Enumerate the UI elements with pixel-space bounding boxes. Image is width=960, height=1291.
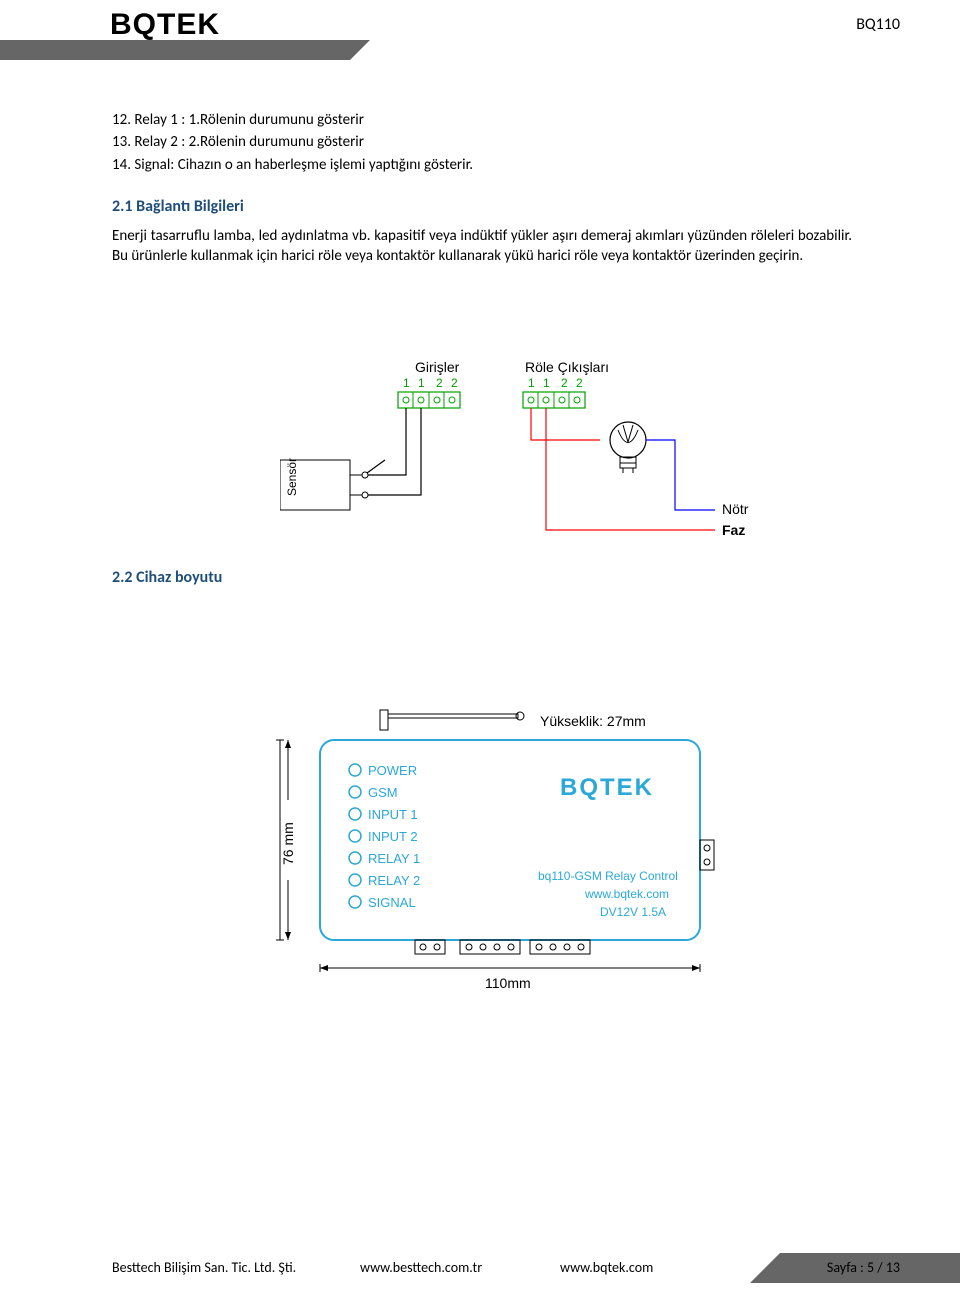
notr-label: Nötr: [722, 501, 749, 517]
svg-text:SIGNAL: SIGNAL: [368, 895, 416, 910]
wiring-diagram: Girişler 1 1 2 2 Röle Çıkışları 1 1 2 2 …: [280, 360, 780, 580]
heading-2-1: 2.1 Bağlantı Bilgileri: [112, 197, 852, 216]
list-item-14: 14. Signal: Cihazın o an haberleşme işle…: [112, 155, 852, 175]
list-item-12: 12. Relay 1 : 1.Rölenin durumunu gösteri…: [112, 110, 852, 130]
device-subtitle: bq110-GSM Relay Control: [538, 869, 678, 883]
antenna-height-label: Yükseklik: 27mm: [540, 713, 646, 729]
role-label: Röle Çıkışları: [525, 360, 609, 375]
pin-r1: 1: [528, 376, 535, 390]
led-list: POWER GSM INPUT 1 INPUT 2 RELAY 1 RELAY …: [349, 763, 420, 910]
list-item-13: 13. Relay 2 : 2.Rölenin durumunu gösteri…: [112, 132, 852, 152]
footer-url-1: www.besttech.com.tr: [360, 1259, 482, 1276]
pin-g2: 1: [418, 376, 425, 390]
pin-g4: 2: [451, 376, 458, 390]
sensor-label: Sensör: [285, 458, 299, 496]
header-stripe: [0, 40, 350, 60]
svg-text:INPUT 2: INPUT 2: [368, 829, 418, 844]
pin-r2: 1: [543, 376, 550, 390]
device-dv: DV12V 1.5A: [600, 905, 666, 919]
footer-page: Sayfa : 5 / 13: [827, 1259, 900, 1276]
footer-company: Besttech Bilişim San. Tic. Ltd. Şti.: [112, 1259, 296, 1276]
device-url: www.bqtek.com: [584, 887, 669, 901]
pin-g1: 1: [403, 376, 410, 390]
girisler-label: Girişler: [415, 360, 460, 375]
footer-triangle: [750, 1253, 780, 1283]
model-number: BQ110: [856, 15, 900, 34]
header: BQTEK BQ110: [0, 0, 960, 58]
paragraph-2-1: Enerji tasarruflu lamba, led aydınlatma …: [112, 226, 852, 267]
logo: BQTEK: [110, 8, 220, 42]
svg-text:RELAY 1: RELAY 1: [368, 851, 420, 866]
pin-g3: 2: [436, 376, 443, 390]
footer: Besttech Bilişim San. Tic. Ltd. Şti. www…: [0, 1253, 960, 1283]
svg-text:INPUT 1: INPUT 1: [368, 807, 418, 822]
svg-text:RELAY 2: RELAY 2: [368, 873, 420, 888]
device-dimension-diagram: Yükseklik: 27mm 76 mm POWER GSM INPUT 1 …: [260, 700, 780, 1000]
footer-url-2: www.bqtek.com: [560, 1259, 653, 1276]
width-label: 110mm: [485, 975, 531, 991]
device-logo: BQTEK: [560, 774, 654, 801]
height-label: 76 mm: [280, 822, 296, 865]
svg-text:GSM: GSM: [368, 785, 398, 800]
header-triangle: [350, 40, 370, 60]
pin-r4: 2: [576, 376, 583, 390]
pin-r3: 2: [561, 376, 568, 390]
faz-label: Faz: [722, 522, 745, 538]
svg-text:POWER: POWER: [368, 763, 417, 778]
